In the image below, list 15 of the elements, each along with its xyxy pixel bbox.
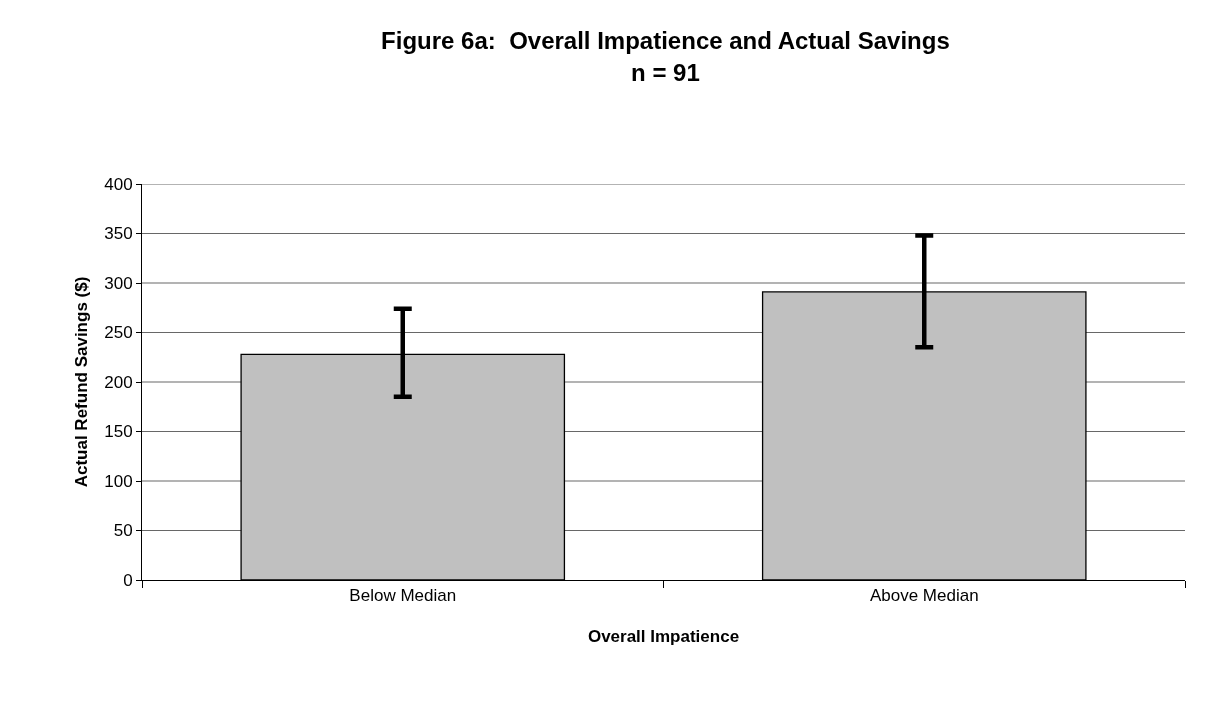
y-axis-title: Actual Refund Savings ($) bbox=[71, 276, 91, 488]
y-tick-label: 300 bbox=[104, 273, 133, 293]
y-tick-label: 150 bbox=[104, 422, 133, 442]
y-tick-label: 100 bbox=[104, 471, 133, 491]
y-tick-label: 50 bbox=[113, 521, 133, 541]
y-tick-label: 250 bbox=[104, 323, 133, 343]
chart-subtitle: n = 91 bbox=[631, 58, 700, 86]
y-tick-label: 400 bbox=[104, 174, 133, 194]
y-tick-label: 0 bbox=[123, 570, 133, 590]
y-tick-label: 200 bbox=[104, 372, 133, 392]
y-tick-label: 350 bbox=[104, 224, 133, 244]
x-tick-label: Above Median bbox=[869, 586, 979, 606]
chart-title: Figure 6a: Overall Impatience and Actual Savings bbox=[381, 27, 950, 55]
x-axis-title: Overall Impatience bbox=[587, 626, 740, 646]
x-tick-label: Below Median bbox=[349, 586, 457, 606]
